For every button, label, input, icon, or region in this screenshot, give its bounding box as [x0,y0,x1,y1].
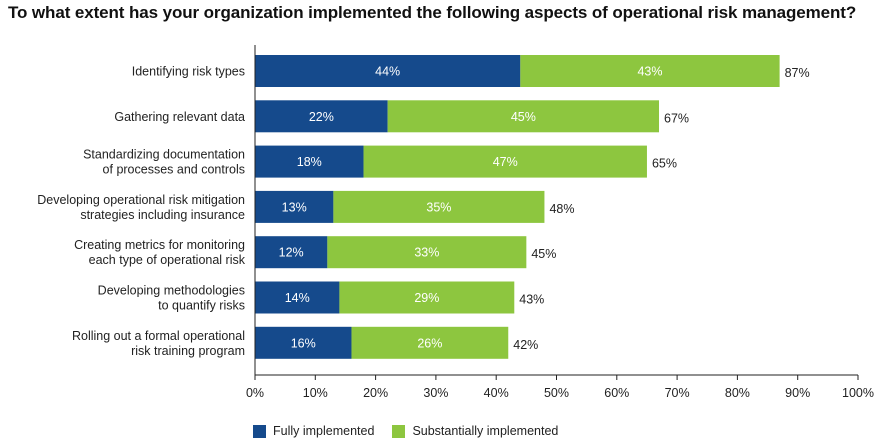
bar-segment-fully [255,190,334,223]
x-tick-label: 40% [484,386,509,400]
category-label: Identifying risk types [132,65,245,79]
bar-segment-substantially [327,236,527,269]
bar-segment-fully [255,145,364,178]
bar-segment-substantially [351,326,509,359]
category-label: Developing methodologies to quantify risk… [98,284,245,313]
bar-segment-fully [255,55,521,87]
bar-total-label: 43% [519,293,544,307]
bar-value-label: 33% [414,246,439,260]
bar-segment-fully [255,236,328,269]
bar-total-label: 42% [513,338,538,352]
x-tick-label: 10% [303,386,328,400]
x-tick-label: 50% [544,386,569,400]
category-labels: Identifying risk types Gathering relevant… [37,65,246,358]
bar-value-label: 13% [282,200,307,214]
bar-value-label: 22% [309,110,334,124]
legend: Fully implemented Substantially implemen… [253,424,576,438]
bar-value-label: 26% [417,336,442,350]
bar-value-label: 12% [279,246,304,260]
bar-segment-substantially [339,281,515,314]
bar-total-label: 65% [652,157,677,171]
bar-total-label: 87% [785,66,810,80]
bar-total-label: 45% [531,247,556,261]
bar-segment-substantially [520,55,780,87]
x-tick-label: 100% [842,386,874,400]
category-label: Gathering relevant data [114,110,245,124]
bars-group: 44% 43% 87% 22% 45% 67% 18% 47% 65% 13% 35% 48% 12% 3… [255,55,810,359]
legend-swatch-substantially [392,424,406,438]
legend-label-fully: Fully implemented [273,424,375,438]
bar-segment-fully [255,281,340,314]
legend-swatch-fully [253,424,266,438]
bar-total-label: 48% [549,202,574,216]
bar-value-label: 45% [511,110,536,124]
x-tick-label: 20% [363,386,388,400]
bar-value-label: 35% [426,200,451,214]
category-label: Creating metrics for monitoring each type… [74,238,246,267]
category-label: Standardizing documentation of processes … [83,148,245,177]
bar-value-label: 14% [285,291,310,305]
legend-item-fully: Fully implemented [253,424,374,438]
bar-value-label: 43% [637,65,662,79]
x-axis: 0% 10% 20% 30% 40% 50% 60% 70% 80% 90% 100% [246,45,874,400]
bar-segment-fully [255,326,352,359]
bar-segment-fully [255,100,388,133]
bar-value-label: 44% [375,65,400,79]
bar-value-label: 16% [291,336,316,350]
bar-segment-substantially [387,100,660,133]
legend-label-substantially: Substantially implemented [412,424,559,438]
x-tick-label: 80% [725,386,750,400]
bar-value-label: 18% [297,155,322,169]
x-tick-label: 30% [423,386,448,400]
x-tick-label: 90% [785,386,810,400]
bar-segment-substantially [333,190,545,223]
x-tick-label: 60% [604,386,629,400]
bar-value-label: 47% [493,155,518,169]
category-label: Rolling out a formal operational risk tra… [72,329,245,358]
bar-total-label: 67% [664,111,689,125]
bar-value-label: 29% [414,291,439,305]
legend-item-substantially: Substantially implemented [392,424,558,438]
chart-title: To what extent has your organization imp… [8,3,857,22]
category-label: Developing operational risk mitigation st… [37,193,245,222]
bar-segment-substantially [363,145,647,178]
x-tick-label: 70% [665,386,690,400]
x-tick-label: 0% [246,386,264,400]
